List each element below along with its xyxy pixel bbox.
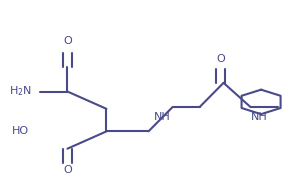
Text: NH: NH — [154, 112, 170, 122]
Text: NH: NH — [251, 112, 268, 122]
Text: H$_2$N: H$_2$N — [9, 85, 32, 98]
Text: O: O — [216, 54, 225, 64]
Text: O: O — [63, 36, 72, 46]
Text: HO: HO — [12, 126, 29, 136]
Text: O: O — [63, 164, 72, 175]
